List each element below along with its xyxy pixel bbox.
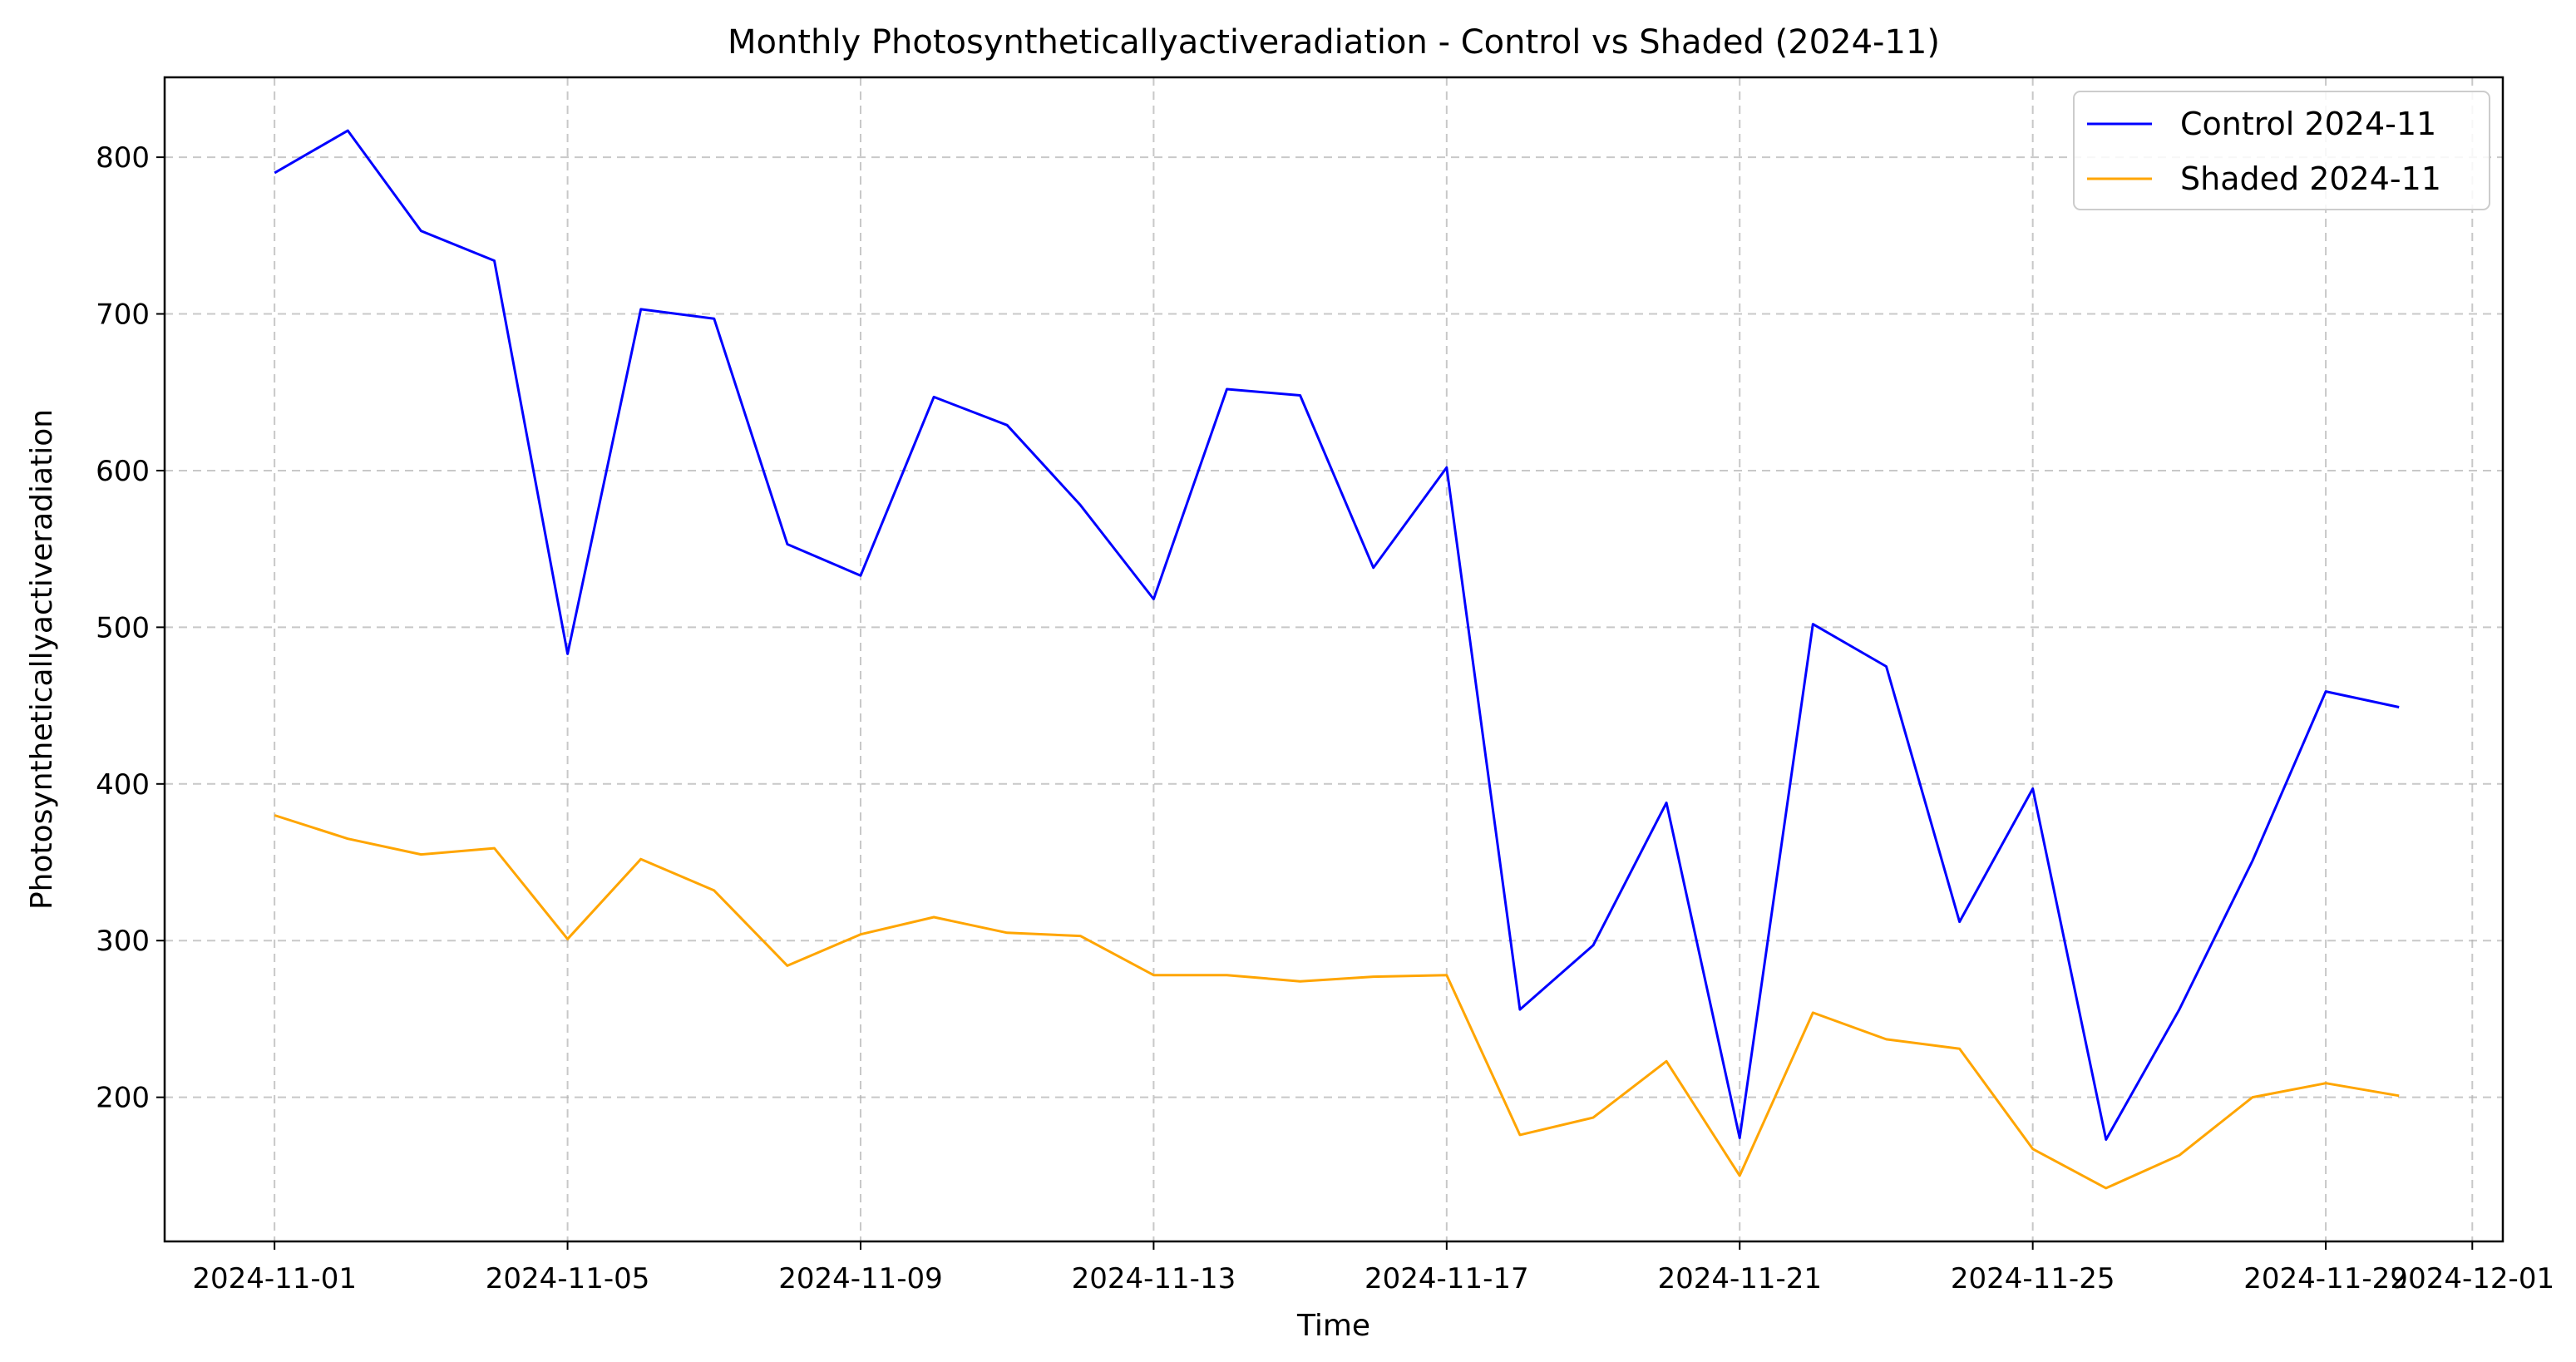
- x-tick-label: 2024-12-01: [2390, 1262, 2554, 1295]
- x-tick-label: 2024-11-21: [1657, 1262, 1822, 1295]
- series-line-control: [274, 129, 2400, 1141]
- x-tick-label: 2024-11-01: [192, 1262, 357, 1295]
- y-tick-label: 300: [96, 925, 150, 958]
- x-axis-label: Time: [1296, 1309, 1370, 1343]
- grid: [165, 77, 2503, 1241]
- x-tick-label: 2024-11-13: [1072, 1262, 1236, 1295]
- y-axis-label: Photosyntheticallyactiveradiation: [25, 409, 59, 910]
- y-tick-label: 600: [96, 455, 150, 488]
- x-tick-label: 2024-11-17: [1364, 1262, 1529, 1295]
- chart-title: Monthly Photosyntheticallyactiveradiatio…: [728, 23, 1940, 62]
- plot-frame: [163, 76, 2504, 1243]
- legend-label-shaded: Shaded 2024-11: [2180, 160, 2441, 197]
- series-lines: [274, 129, 2400, 1190]
- x-tick-label: 2024-11-29: [2243, 1262, 2408, 1295]
- legend: Control 2024-11 Shaded 2024-11: [2073, 91, 2490, 210]
- x-tick-label: 2024-11-09: [778, 1262, 943, 1295]
- legend-label-control: Control 2024-11: [2180, 106, 2436, 142]
- y-tick-label: 700: [96, 299, 150, 332]
- series-line-shaded: [274, 814, 2400, 1190]
- x-tick-label: 2024-11-05: [486, 1262, 650, 1295]
- x-axis-ticks: 2024-11-01 2024-11-05 2024-11-09 2024-11-13…: [192, 1241, 2554, 1295]
- y-axis-ticks: 200 300 400 500 600 700 800: [96, 141, 165, 1115]
- y-tick-label: 500: [96, 611, 150, 644]
- y-tick-label: 400: [96, 768, 150, 802]
- legend-box: [2073, 91, 2490, 210]
- x-tick-label: 2024-11-25: [1951, 1262, 2115, 1295]
- y-tick-label: 200: [96, 1082, 150, 1115]
- y-tick-label: 800: [96, 141, 150, 175]
